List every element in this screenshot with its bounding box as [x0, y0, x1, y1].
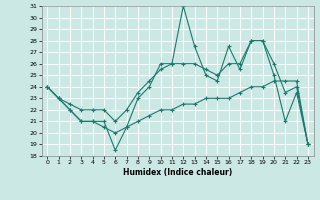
- X-axis label: Humidex (Indice chaleur): Humidex (Indice chaleur): [123, 168, 232, 177]
